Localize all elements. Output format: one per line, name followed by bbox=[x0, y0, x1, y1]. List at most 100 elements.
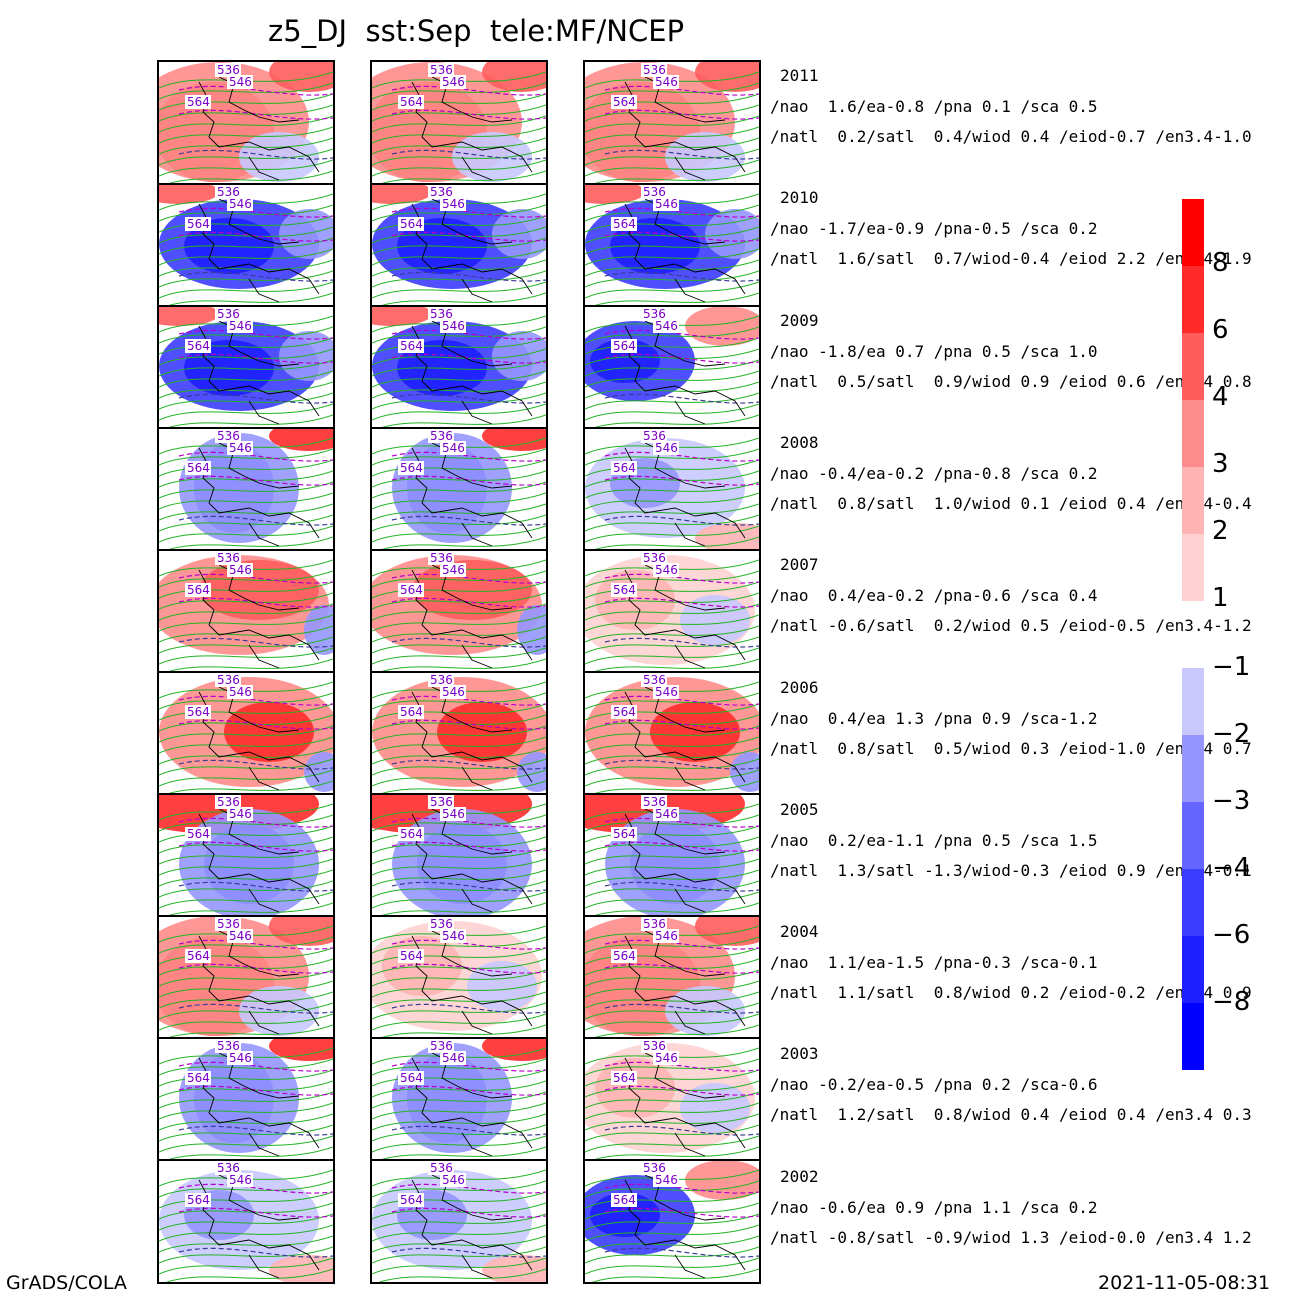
height-contour bbox=[159, 1191, 333, 1209]
contour-label: 564 bbox=[611, 705, 637, 719]
climatology-contour bbox=[391, 515, 546, 526]
height-contour bbox=[159, 248, 333, 266]
svg-text:536: 536 bbox=[430, 63, 453, 77]
height-contour bbox=[159, 891, 333, 909]
height-contour bbox=[159, 769, 333, 787]
climatology-contour bbox=[391, 817, 546, 828]
anomaly-shading bbox=[585, 184, 645, 204]
height-contour bbox=[585, 570, 759, 588]
footer-timestamp: 2021-11-05-08:31 bbox=[1098, 1272, 1271, 1294]
svg-text:546: 546 bbox=[655, 929, 678, 943]
map-panel: 536 546 564 bbox=[372, 916, 546, 1038]
climatology-contour bbox=[178, 573, 333, 584]
svg-text:564: 564 bbox=[400, 705, 423, 719]
year-label: 2004 bbox=[780, 922, 819, 942]
climatology-contour bbox=[604, 515, 759, 526]
height-contour bbox=[159, 1002, 333, 1020]
teleconnection-indices: /nao 1.1/ea-1.5 /pna-0.3 /sca-0.1 bbox=[770, 953, 1098, 973]
height-contour bbox=[585, 858, 759, 876]
svg-text:536: 536 bbox=[430, 795, 453, 809]
contour-label: 536 bbox=[641, 551, 667, 565]
contour-label: 564 bbox=[185, 1193, 211, 1207]
height-contour bbox=[159, 459, 333, 477]
height-contour bbox=[585, 326, 759, 344]
anomaly-shading bbox=[179, 433, 299, 543]
contour-label: 546 bbox=[227, 197, 253, 211]
contour-label: 536 bbox=[641, 917, 667, 931]
ocean-indices: /natl 1.2/satl 0.8/wiod 0.4 /eiod 0.4 /e… bbox=[770, 1105, 1252, 1125]
climatology-contour bbox=[391, 759, 546, 770]
climatology-contour bbox=[178, 451, 333, 462]
height-contour bbox=[585, 381, 759, 399]
map-column-3: 536 546 564 536 546 564 536 546 564 536 546 564 536 5… bbox=[583, 60, 761, 1284]
contour-label: 564 bbox=[398, 1071, 424, 1085]
height-contour bbox=[372, 947, 546, 965]
height-contour bbox=[372, 858, 546, 876]
svg-text:564: 564 bbox=[613, 1193, 636, 1207]
svg-text:564: 564 bbox=[187, 705, 210, 719]
height-contour bbox=[585, 204, 759, 222]
panel-separator bbox=[159, 915, 333, 917]
map-panel: 536 546 564 bbox=[372, 428, 546, 550]
height-contour bbox=[372, 403, 546, 421]
height-contour bbox=[159, 814, 333, 832]
height-contour bbox=[372, 1202, 546, 1220]
contour-label: 536 bbox=[641, 795, 667, 809]
panel-separator bbox=[585, 915, 759, 917]
svg-text:564: 564 bbox=[400, 1193, 423, 1207]
height-contour bbox=[585, 869, 759, 887]
height-contour bbox=[159, 1069, 333, 1087]
contour-label: 564 bbox=[611, 339, 637, 353]
contour-label: 536 bbox=[215, 795, 241, 809]
colorbar-swatch bbox=[1182, 266, 1204, 333]
climatology-contour bbox=[604, 881, 759, 892]
map-panel: 536 546 564 bbox=[159, 1038, 333, 1160]
svg-text:564: 564 bbox=[613, 1071, 636, 1085]
height-contour bbox=[372, 1113, 546, 1131]
svg-text:564: 564 bbox=[400, 217, 423, 231]
svg-text:564: 564 bbox=[613, 339, 636, 353]
height-contour bbox=[585, 448, 759, 466]
height-contour bbox=[372, 758, 546, 776]
height-contour bbox=[159, 958, 333, 976]
teleconnection-indices: /nao -0.4/ea-0.2 /pna-0.8 /sca 0.2 bbox=[770, 463, 1098, 483]
climatology-contour bbox=[604, 695, 759, 706]
map-panel: 536 546 564 bbox=[159, 794, 333, 916]
contour-label: 564 bbox=[185, 583, 211, 597]
svg-text:546: 546 bbox=[655, 563, 678, 577]
panel-separator bbox=[372, 427, 546, 429]
height-contour bbox=[372, 148, 546, 166]
height-contour bbox=[165, 658, 333, 672]
map-panel: 536 546 564 bbox=[585, 916, 759, 1038]
height-contour bbox=[585, 348, 759, 366]
height-contour bbox=[585, 703, 759, 721]
height-contour bbox=[159, 259, 333, 277]
contour-label: 564 bbox=[398, 217, 424, 231]
svg-text:546: 546 bbox=[655, 441, 678, 455]
map-panel: 536 546 564 bbox=[159, 428, 333, 550]
height-contour bbox=[585, 514, 759, 532]
height-contour bbox=[585, 1135, 759, 1153]
climatology-contour bbox=[178, 1183, 333, 1194]
height-contour bbox=[159, 858, 333, 876]
height-contour bbox=[585, 1235, 759, 1253]
height-contour bbox=[159, 592, 333, 610]
contour-label: 546 bbox=[653, 1051, 679, 1065]
climatology-contour bbox=[391, 1125, 546, 1136]
height-contour bbox=[378, 536, 546, 550]
climatology-contour bbox=[178, 1003, 333, 1014]
contour-label: 546 bbox=[227, 685, 253, 699]
climatology-contour bbox=[604, 939, 759, 950]
panel-separator bbox=[585, 305, 759, 307]
climatology-contour bbox=[604, 85, 759, 96]
height-contour bbox=[372, 481, 546, 499]
contour-label: 536 bbox=[215, 1039, 241, 1053]
year-label: 2005 bbox=[780, 799, 819, 819]
height-contour bbox=[159, 359, 333, 377]
height-contour bbox=[585, 470, 759, 488]
teleconnection-indices: /nao -1.8/ea 0.7 /pna 0.5 /sca 1.0 bbox=[770, 341, 1098, 361]
svg-text:546: 546 bbox=[655, 807, 678, 821]
colorbar-swatch bbox=[1182, 1003, 1204, 1070]
height-contour bbox=[372, 326, 546, 344]
height-contour bbox=[165, 902, 333, 916]
